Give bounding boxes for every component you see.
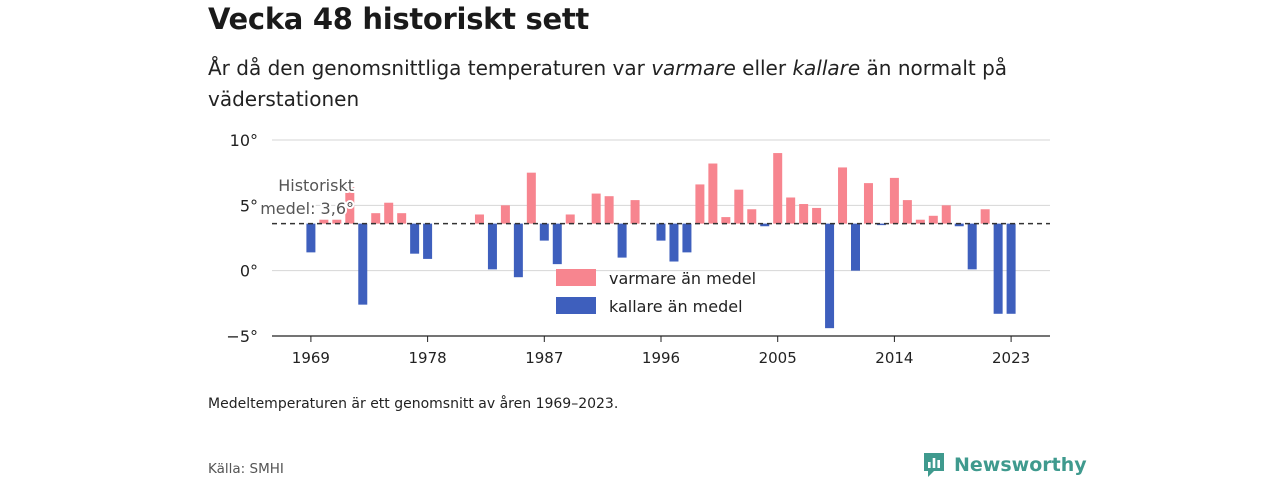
bar-warm: [902, 200, 912, 224]
bar-warm: [863, 183, 873, 224]
bar-cold: [487, 223, 497, 270]
bar-warm: [889, 177, 899, 224]
bars: [306, 153, 1016, 329]
legend-swatch-cold: [556, 297, 596, 314]
chart-subtitle: År då den genomsnittliga temperaturen va…: [208, 53, 1028, 115]
y-tick-label: 10°: [230, 131, 258, 150]
y-axis: 10° 5° 0° −5°: [226, 131, 258, 346]
bar-warm: [695, 184, 705, 224]
bar-warm: [474, 214, 484, 224]
subtitle-part1: År då den genomsnittliga temperaturen va…: [208, 56, 652, 80]
bar-warm: [332, 219, 342, 224]
baseline-label-halo: medel: 3,6°: [260, 199, 354, 218]
brand-name: Newsworthy: [954, 454, 1087, 476]
bar-cold: [876, 223, 886, 226]
subtitle-cold-word: kallare: [792, 56, 861, 80]
bar-cold: [669, 223, 679, 262]
y-tick-label: 0°: [240, 262, 258, 281]
bar-cold: [967, 223, 977, 270]
bar-cold: [682, 223, 692, 253]
bar-warm: [345, 187, 355, 224]
brand-logo[interactable]: Newsworthy: [922, 450, 1087, 480]
bar-cold: [617, 223, 627, 258]
bar-warm: [734, 189, 744, 224]
bar-warm: [812, 207, 822, 224]
bar-warm: [591, 193, 601, 224]
x-tick-label: 1996: [642, 349, 680, 367]
bar-warm: [384, 202, 394, 224]
bar-warm: [397, 213, 407, 224]
subtitle-warm-word: varmare: [651, 56, 736, 80]
bar-cold: [306, 223, 316, 253]
bar-warm: [799, 204, 809, 224]
bar-warm: [721, 217, 731, 224]
bar-cold: [954, 223, 964, 227]
subtitle-part2: eller: [735, 56, 793, 80]
source-note: Källa: SMHI: [208, 461, 284, 477]
x-tick-label: 1978: [409, 349, 447, 367]
bar-cold: [539, 223, 549, 241]
bar-warm: [630, 200, 640, 224]
bar-cold: [423, 223, 433, 259]
bar-warm: [500, 205, 510, 224]
bar-warm: [526, 172, 536, 224]
bar-warm: [941, 205, 951, 224]
bar-cold: [656, 223, 666, 241]
footnote: Medeltemperaturen är ett genomsnitt av å…: [208, 396, 619, 412]
legend-swatch-warm: [556, 269, 596, 286]
bar-warm: [786, 197, 796, 224]
bar-cold: [410, 223, 420, 254]
bar-warm: [604, 196, 614, 224]
chart-title: Vecka 48 historiskt sett: [208, 2, 589, 36]
x-axis: 1969 1978 1987 1996 2005 2014 2023: [292, 336, 1030, 367]
subtitle-part3: än normalt på väderstationen: [208, 56, 1008, 111]
bar-warm: [371, 213, 381, 224]
bar-warm: [928, 215, 938, 224]
bar-cold: [851, 223, 860, 271]
bar-cold: [1006, 223, 1016, 314]
x-tick-label: 2005: [759, 349, 797, 367]
baseline-label-halo: Historiskt: [278, 176, 354, 195]
x-tick-label: 2023: [992, 349, 1030, 367]
legend: varmare än medel kallare än medel: [556, 269, 756, 316]
legend-label-cold: kallare än medel: [609, 297, 743, 316]
x-tick-label: 2014: [875, 349, 913, 367]
y-tick-label: −5°: [226, 327, 258, 346]
bar-warm: [747, 209, 757, 224]
newsworthy-chart-icon: [924, 453, 944, 477]
x-tick-label: 1969: [292, 349, 330, 367]
bar-warm: [319, 219, 329, 224]
bar-warm: [838, 167, 848, 224]
bar-cold: [825, 223, 835, 329]
baseline-label: Historiskt: [278, 176, 354, 195]
bar-warm: [980, 209, 990, 224]
bar-warm: [773, 153, 783, 224]
baseline-label: medel: 3,6°: [260, 199, 354, 218]
bar-cold: [993, 223, 1003, 314]
bar-cold: [358, 223, 368, 305]
y-tick-label: 5°: [240, 196, 258, 215]
bar-warm: [708, 163, 718, 224]
bar-warm: [915, 219, 925, 224]
x-tick-label: 1987: [525, 349, 563, 367]
bar-warm: [565, 214, 575, 224]
bar-cold: [552, 223, 562, 265]
bar-cold: [513, 223, 523, 278]
legend-label-warm: varmare än medel: [609, 269, 756, 288]
bar-cold: [760, 223, 770, 227]
